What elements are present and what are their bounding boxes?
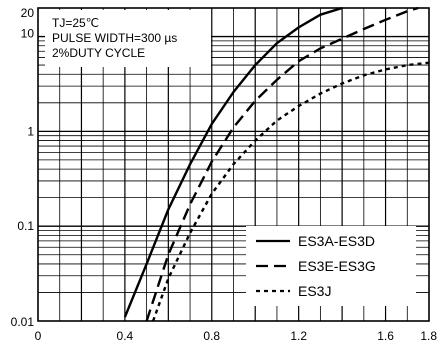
y-tick-label: 20 xyxy=(21,6,35,20)
y-tick-label: 1 xyxy=(27,124,34,138)
y-tick-labels: 0.01 0.1 1 10 20 xyxy=(11,6,35,329)
plot-frame xyxy=(37,7,430,322)
x-tick-label: 0.8 xyxy=(203,329,220,343)
x-tick-label: 1.8 xyxy=(420,329,437,343)
legend-label-es3e-es3g: ES3E-ES3G xyxy=(298,258,376,274)
series-curve-1 xyxy=(123,6,343,318)
series-curve-2 xyxy=(145,6,419,322)
x-tick-label: 0.4 xyxy=(117,329,134,343)
condition-duty-cycle: 2%DUTY CYCLE xyxy=(52,46,145,60)
curves xyxy=(123,6,430,322)
x-tick-labels: 0 0.4 0.8 1.2 1.6 1.8 xyxy=(35,329,438,343)
condition-tj: TJ=25℃ xyxy=(52,16,99,30)
legend-label-es3a-es3d: ES3A-ES3D xyxy=(298,233,375,249)
conditions-box-background xyxy=(45,10,211,67)
series-curve-3 xyxy=(151,61,430,322)
condition-pulse-width: PULSE WIDTH=300 µs xyxy=(52,31,177,45)
legend-label-es3j: ES3J xyxy=(298,283,331,299)
y-tick-label: 0.1 xyxy=(17,219,34,233)
y-tick-label: 0.01 xyxy=(11,315,35,329)
legend: ES3A-ES3D ES3E-ES3G ES3J xyxy=(246,226,416,306)
x-tick-label: 1.6 xyxy=(377,329,394,343)
y-tick-label: 10 xyxy=(21,27,35,41)
conditions-box: TJ=25℃ PULSE WIDTH=300 µs 2%DUTY CYCLE xyxy=(45,10,211,67)
x-tick-label: 1.2 xyxy=(290,329,307,343)
x-tick-label: 0 xyxy=(35,329,42,343)
